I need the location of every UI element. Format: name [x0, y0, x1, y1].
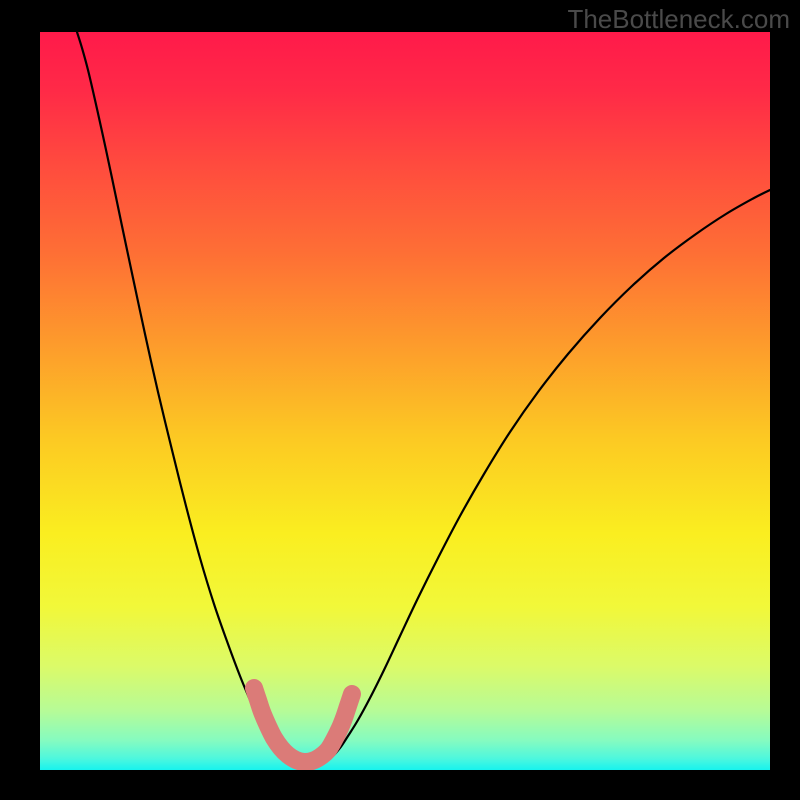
bottleneck-curve-chart	[0, 0, 800, 800]
watermark-text: TheBottleneck.com	[567, 4, 790, 35]
gradient-background	[40, 32, 770, 770]
